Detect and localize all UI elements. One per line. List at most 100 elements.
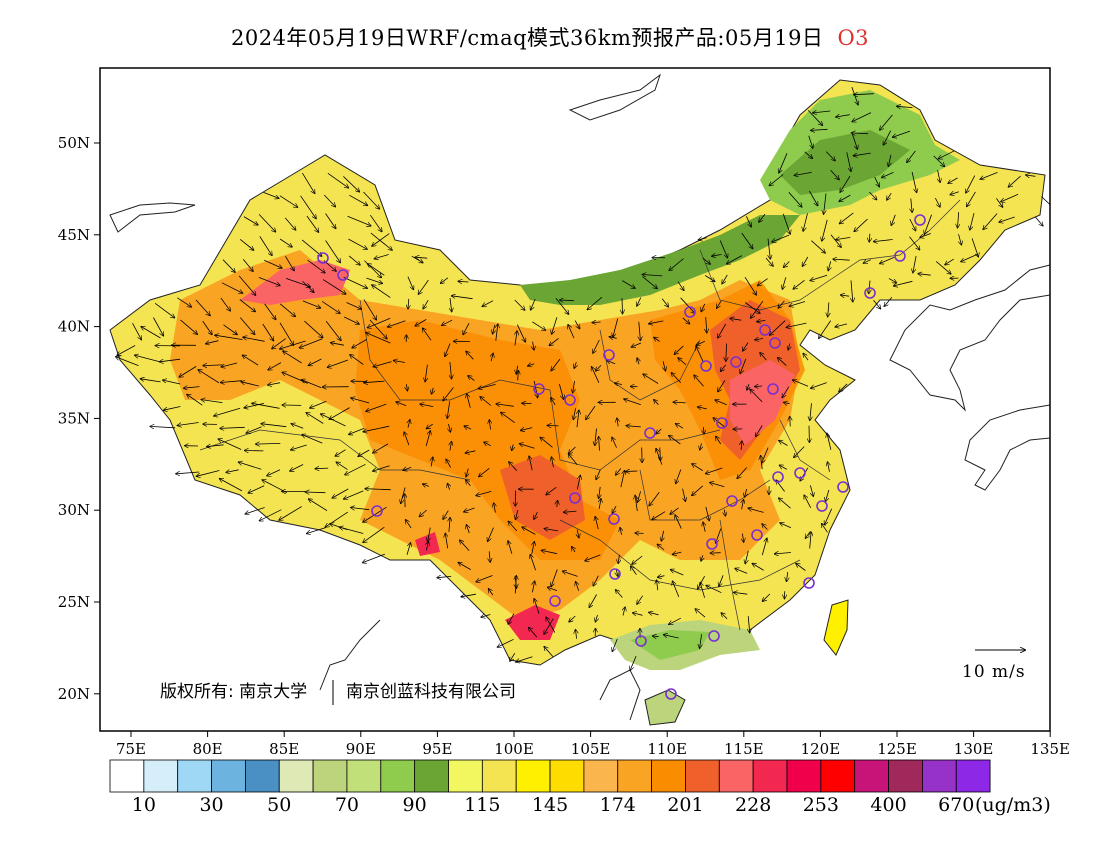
wind-arrow [595, 428, 597, 445]
lon-tick-label: 100E [494, 740, 534, 758]
wind-arrow [841, 295, 850, 296]
wind-arrow [546, 486, 557, 494]
lon-tick-label: 130E [954, 740, 994, 758]
wind-arrow [599, 499, 601, 510]
wind-arrow [290, 464, 304, 472]
wind-arrow [803, 213, 808, 231]
wind-arrow [267, 469, 281, 476]
colorbar-swatch [854, 759, 889, 793]
lon-tick-label: 110E [647, 740, 687, 758]
wind-arrow [202, 320, 212, 334]
wind-arrow [373, 443, 389, 453]
lat-tick-label: 30N [58, 501, 90, 519]
wind-arrow [959, 234, 962, 245]
wind-arrow [882, 172, 894, 177]
wind-arrow [280, 340, 306, 349]
wind-arrow [431, 457, 433, 467]
wind-arrow [180, 319, 197, 334]
colorbar-label: 201 [667, 794, 703, 816]
colorbar-swatch [888, 759, 923, 793]
wind-arrow [577, 529, 579, 538]
copyright-left: 版权所有: 南京大学 [160, 682, 307, 702]
wind-arrow [222, 259, 235, 273]
wind-arrow [945, 258, 955, 265]
wind-arrow [302, 300, 321, 308]
wind-arrow [528, 364, 535, 366]
wind-arrow [813, 111, 831, 113]
station-marker [337, 269, 349, 281]
wind-arrow [626, 471, 638, 472]
wind-arrow [592, 367, 600, 383]
wind-arrow [480, 397, 492, 406]
colorbar-label: 115 [464, 794, 500, 816]
wind-arrow [178, 422, 199, 426]
wind-arrow [363, 526, 385, 542]
wind-arrow [245, 507, 265, 514]
wind-arrow [622, 298, 623, 313]
wind-arrow [756, 425, 763, 437]
wind-arrow [669, 617, 681, 624]
wind-arrow [344, 316, 359, 324]
wind-arrow [179, 366, 197, 377]
colorbar-swatch [448, 759, 483, 793]
wind-arrow [460, 540, 470, 551]
wind-arrow [909, 236, 920, 250]
wind-arrow [656, 449, 663, 465]
wind-arrow [680, 297, 695, 313]
wind-arrow [478, 384, 496, 388]
wind-arrow [712, 254, 722, 256]
wind-arrow [810, 532, 811, 549]
wind-arrow [663, 361, 665, 370]
wind-arrow [406, 543, 411, 555]
wind-arrow [761, 538, 767, 556]
map-title: 2024年05月19日WRF/cmaq模式36km预报产品:05月19日 O3 [0, 22, 1100, 52]
wind-arrow [351, 508, 370, 510]
wind-arrow [784, 261, 790, 268]
wind-arrow [420, 509, 427, 517]
wind-arrow [939, 150, 955, 159]
wind-arrow [593, 339, 600, 353]
colorbar-swatch [718, 759, 754, 793]
wind-arrow [321, 414, 346, 427]
wind-arrow [321, 301, 340, 313]
wind-arrow [761, 456, 763, 470]
wind-arrow [481, 615, 491, 618]
wind-arrow [827, 434, 832, 450]
wind-arrow [780, 465, 787, 470]
wind-arrow [854, 94, 874, 95]
wind-arrow [810, 403, 812, 420]
lat-tick-label: 45N [58, 226, 90, 244]
wind-arrow [348, 255, 360, 265]
wind-arrow [620, 471, 625, 488]
wind-arrow [683, 488, 686, 502]
wind-arrow [264, 303, 276, 320]
wind-arrow [568, 325, 575, 339]
wind-arrow [557, 501, 558, 507]
wind-arrow [246, 426, 262, 433]
wind-arrow [560, 300, 574, 301]
wind-arrow [748, 508, 764, 513]
wind-arrow [263, 192, 279, 198]
wind-arrow [252, 403, 280, 409]
wind-arrow [406, 520, 412, 529]
colorbar-labels: 10 30 50 70 90 115 145 174 201 228 253 400 670 [132, 794, 975, 816]
wind-arrow [302, 280, 314, 292]
wind-arrow [701, 555, 703, 561]
wind-arrow [466, 351, 474, 360]
wind-arrow [649, 492, 660, 505]
wind-arrow [351, 398, 370, 404]
wind-arrow [323, 194, 335, 207]
wind-arrow [532, 542, 535, 555]
wind-arrow [443, 510, 449, 519]
wind-arrow [1001, 193, 1019, 201]
wind-arrow [141, 379, 161, 383]
wind-arrow [705, 506, 709, 521]
wind-arrow [1034, 216, 1043, 226]
wind-arrow [596, 469, 601, 480]
wind-arrow [726, 343, 727, 362]
colorbar-swatch [143, 759, 179, 793]
wind-arrow [264, 259, 282, 268]
wind-arrow [458, 563, 471, 570]
wind-arrow [830, 169, 839, 179]
